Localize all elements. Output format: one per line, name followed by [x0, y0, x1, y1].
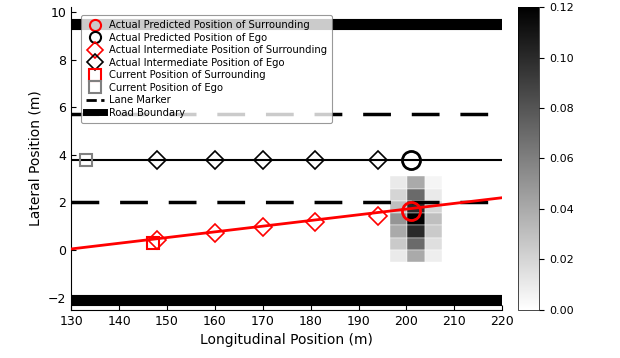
Bar — [407, 250, 425, 262]
Bar — [425, 237, 442, 250]
Bar — [407, 225, 425, 237]
Bar — [390, 225, 407, 237]
Bar — [407, 176, 425, 189]
Bar — [390, 250, 407, 262]
Bar — [390, 237, 407, 250]
Bar — [407, 237, 425, 250]
Bar — [425, 176, 442, 189]
Bar — [407, 213, 425, 225]
Y-axis label: Lateral Position (m): Lateral Position (m) — [29, 91, 43, 226]
X-axis label: Longitudinal Position (m): Longitudinal Position (m) — [200, 333, 373, 347]
Bar — [390, 213, 407, 225]
Bar — [425, 250, 442, 262]
Bar — [425, 201, 442, 213]
Bar — [390, 189, 407, 201]
Bar — [407, 189, 425, 201]
Bar — [390, 176, 407, 189]
Bar — [425, 189, 442, 201]
Bar — [407, 201, 425, 213]
Bar — [425, 225, 442, 237]
Legend: Actual Predicted Position of Surrounding, Actual Predicted Position of Ego, Actu: Actual Predicted Position of Surrounding… — [81, 15, 332, 123]
Bar — [390, 201, 407, 213]
Bar — [425, 213, 442, 225]
